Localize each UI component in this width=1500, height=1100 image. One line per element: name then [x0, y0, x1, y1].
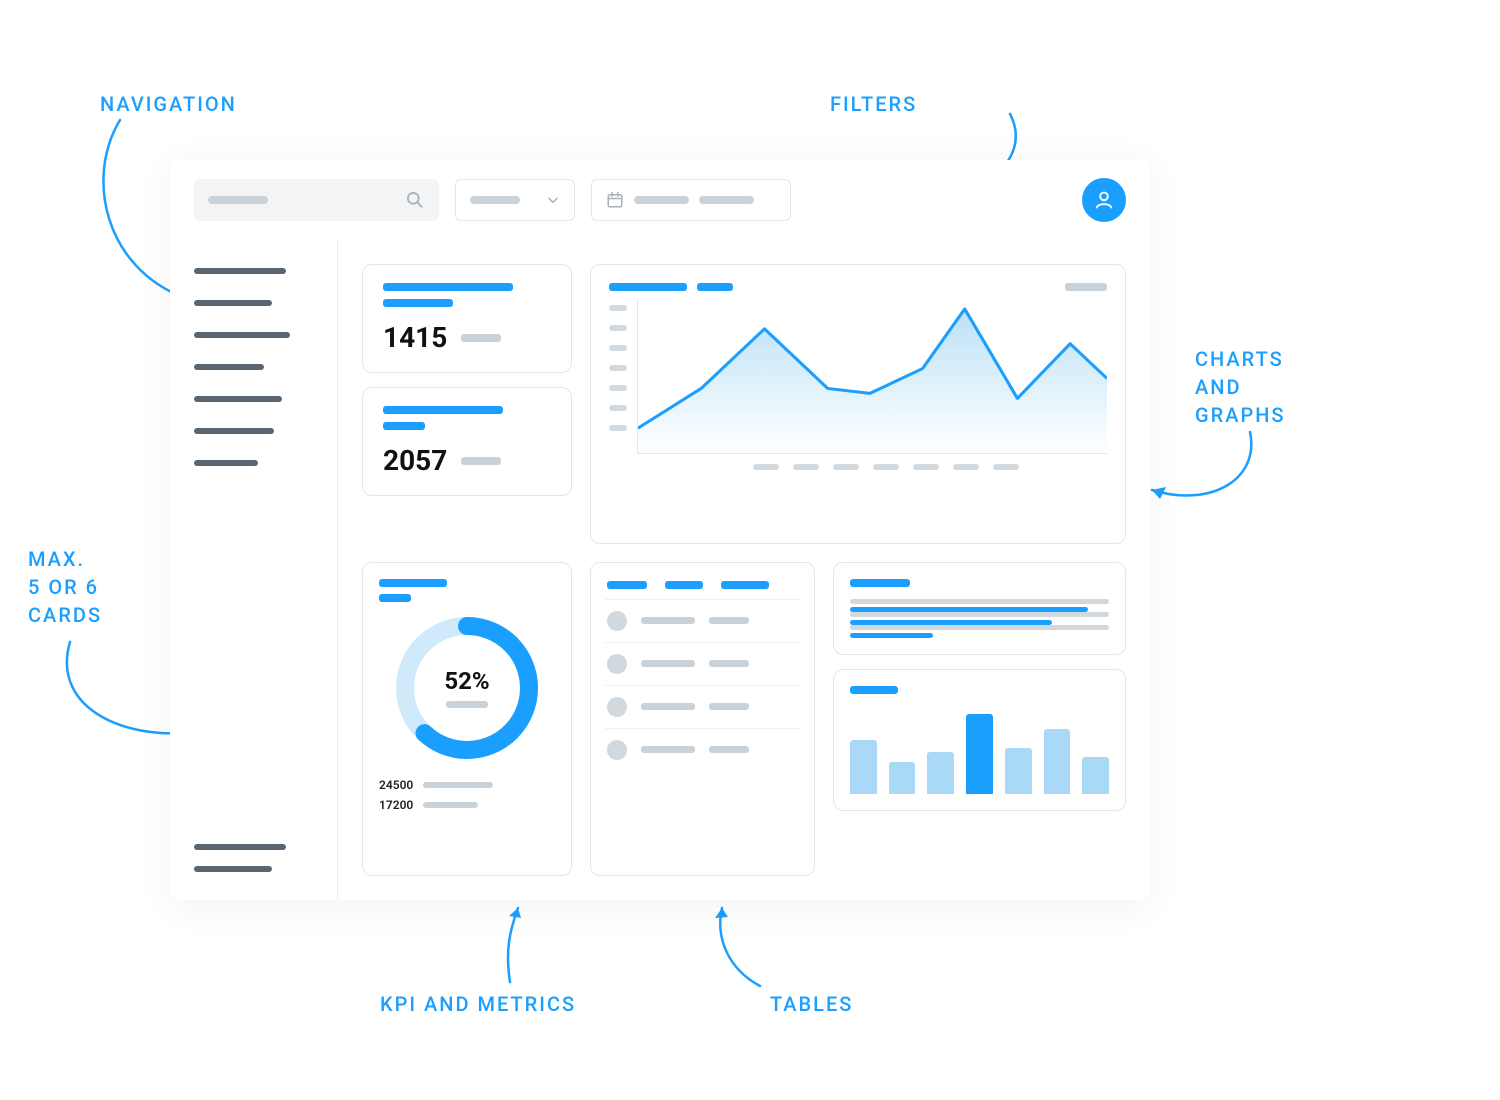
topbar — [170, 160, 1150, 240]
table-row[interactable] — [605, 599, 800, 642]
annotation-cards: MAX. 5 OR 6 CARDS — [28, 545, 102, 629]
table-column-header — [721, 581, 769, 589]
sidebar-bottom-item-1[interactable] — [194, 844, 286, 850]
row-avatar-icon — [607, 697, 627, 717]
table-row[interactable] — [605, 642, 800, 685]
sidebar-item-7[interactable] — [194, 460, 258, 466]
sidebar-bottom-item-2[interactable] — [194, 866, 272, 872]
calendar-icon — [606, 191, 624, 209]
bar-6 — [1044, 729, 1071, 793]
table-column-header — [665, 581, 703, 589]
annotation-charts: CHARTS AND GRAPHS — [1195, 345, 1286, 429]
progress-card — [833, 562, 1126, 655]
annotation-tables: TABLES — [770, 990, 853, 1018]
table-card — [590, 562, 815, 877]
donut-footer-2: 17200 — [379, 798, 413, 812]
sidebar-item-6[interactable] — [194, 428, 274, 434]
bar-chart-card — [833, 669, 1126, 811]
sidebar — [170, 240, 338, 900]
annotation-kpi: KPI AND METRICS — [380, 990, 576, 1018]
arrow-kpi — [490, 900, 550, 990]
progress-row — [850, 612, 1109, 617]
sidebar-item-1[interactable] — [194, 268, 286, 274]
annotation-filters: FILTERS — [830, 90, 917, 118]
table-row[interactable] — [605, 685, 800, 728]
sidebar-item-2[interactable] — [194, 300, 272, 306]
progress-row — [850, 599, 1109, 604]
date-range-filter[interactable] — [591, 179, 791, 221]
row-avatar-icon — [607, 611, 627, 631]
bar-5 — [1005, 748, 1032, 794]
bar-1 — [850, 740, 877, 793]
bar-3 — [927, 752, 954, 793]
bar-7 — [1082, 757, 1109, 794]
bar-4 — [966, 714, 993, 793]
metric-2-value: 2057 — [383, 444, 447, 477]
annotation-navigation: NAVIGATION — [100, 90, 237, 118]
search-input[interactable] — [194, 179, 439, 221]
metric-1-value: 1415 — [383, 321, 447, 354]
area-chart-card — [590, 264, 1126, 544]
arrow-tables — [700, 900, 790, 995]
search-icon — [405, 190, 425, 210]
sidebar-item-4[interactable] — [194, 364, 264, 370]
sidebar-item-3[interactable] — [194, 332, 290, 338]
dashboard-window: 1415 2057 — [170, 160, 1150, 900]
table-row[interactable] — [605, 728, 800, 771]
bar-2 — [889, 762, 916, 793]
donut-footer-1: 24500 — [379, 778, 413, 792]
donut-card: 52% 24500 17200 — [362, 562, 572, 877]
progress-row — [850, 625, 1109, 630]
table-column-header — [607, 581, 647, 589]
user-avatar[interactable] — [1082, 178, 1126, 222]
content-area: 1415 2057 — [338, 240, 1150, 900]
row-avatar-icon — [607, 740, 627, 760]
chevron-down-icon — [546, 193, 560, 207]
sidebar-item-5[interactable] — [194, 396, 282, 402]
dropdown-filter[interactable] — [455, 179, 575, 221]
donut-percent: 52% — [444, 667, 489, 695]
row-avatar-icon — [607, 654, 627, 674]
user-icon — [1093, 189, 1115, 211]
arrow-charts — [1140, 430, 1260, 520]
area-chart — [638, 299, 1107, 453]
metric-card-2: 2057 — [362, 387, 572, 496]
metric-card-1: 1415 — [362, 264, 572, 373]
